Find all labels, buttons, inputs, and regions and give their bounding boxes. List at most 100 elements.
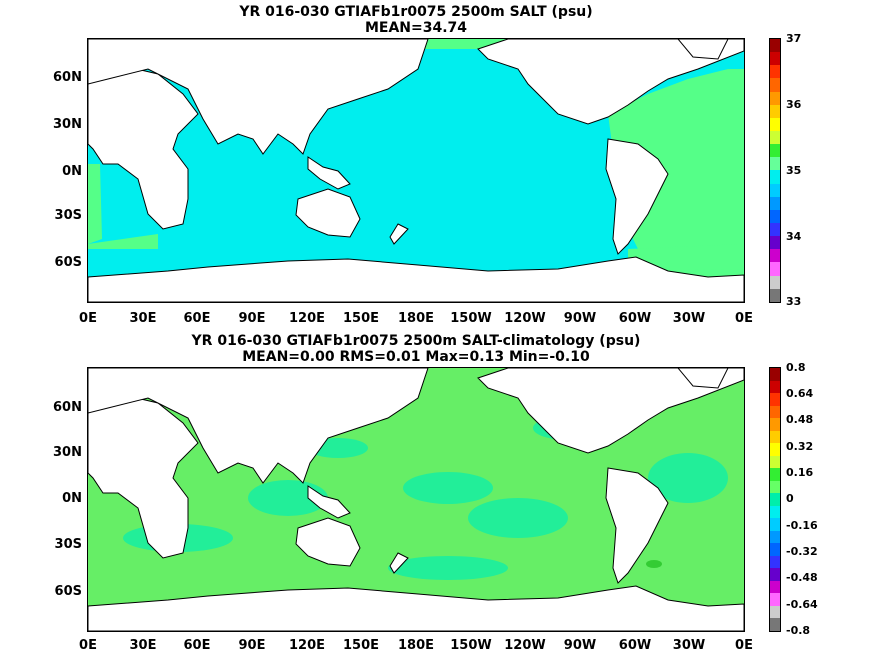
panel2-colorbar [769, 367, 781, 632]
panel2-lon-label: 60W [618, 638, 652, 653]
panel2-colorbar-label: 0.32 [786, 440, 814, 453]
colorbar-swatch [770, 380, 780, 394]
colorbar-swatch [770, 580, 780, 594]
panel2-lon-label: 90W [563, 638, 597, 653]
panel2-title-line1: YR 016-030 GTIAFb1r0075 2500m SALT-clima… [191, 333, 641, 349]
panel1-map-svg [88, 39, 744, 302]
colorbar-swatch [770, 236, 780, 250]
colorbar-swatch [770, 183, 780, 197]
panel2-colorbar-label: 0 [786, 492, 794, 505]
panel1-colorbar-label: 36 [786, 98, 802, 111]
panel1-lon-label: 120E [288, 311, 326, 326]
colorbar-swatch [770, 91, 780, 105]
panel1-map [87, 38, 745, 303]
colorbar-swatch [770, 430, 780, 444]
colorbar-swatch [770, 39, 780, 53]
colorbar-swatch [770, 480, 780, 494]
colorbar-swatch [770, 405, 780, 419]
panel1-colorbar [769, 38, 781, 303]
panel2-title-line2: MEAN=0.00 RMS=0.01 Max=0.13 Min=-0.10 [242, 349, 590, 365]
panel1-lon-label: 60E [183, 311, 211, 326]
panel2-colorbar-label: -0.16 [786, 519, 818, 532]
panel1-lat-label: 30N [53, 117, 82, 132]
colorbar-swatch [770, 455, 780, 469]
colorbar-swatch [770, 130, 780, 145]
colorbar-swatch [770, 368, 780, 381]
panel1-lon-label: 150E [342, 311, 380, 326]
panel2-lon-label: 120W [504, 638, 546, 653]
colorbar-swatch [770, 618, 780, 631]
panel1-lon-label: 90W [563, 311, 597, 326]
panel1-lon-label: 120W [504, 311, 546, 326]
panel1-lat-label: 60S [54, 255, 82, 270]
panel2-lon-label: 120E [288, 638, 326, 653]
colorbar-swatch [770, 288, 780, 302]
panel1-lon-label: 180E [397, 311, 435, 326]
panel2-map [87, 367, 745, 632]
panel1-lat-label: 0N [62, 164, 82, 179]
colorbar-swatch [770, 65, 780, 79]
panel2-colorbar-label: -0.32 [786, 545, 818, 558]
panel1-colorbar-label: 37 [786, 32, 802, 45]
colorbar-swatch [770, 144, 780, 158]
panel1-lon-label: 150W [450, 311, 492, 326]
panel2-colorbar-label: 0.8 [786, 361, 806, 374]
panel2-map-svg [88, 368, 744, 631]
panel2-lon-label: 0E [79, 638, 97, 653]
panel1-lat-label: 60N [53, 70, 82, 85]
panel2-lon-label: 90E [238, 638, 266, 653]
colorbar-swatch [770, 530, 780, 544]
colorbar-swatch [770, 393, 780, 406]
panel1-title-line2: MEAN=34.74 [364, 20, 468, 36]
colorbar-swatch [770, 275, 780, 289]
panel1-colorbar-label: 35 [786, 164, 802, 177]
colorbar-swatch [770, 443, 780, 456]
panel2-lon-label: 150E [342, 638, 380, 653]
colorbar-swatch [770, 505, 780, 519]
colorbar-swatch [770, 157, 780, 171]
colorbar-swatch [770, 262, 780, 276]
colorbar-swatch [770, 593, 780, 606]
panel2-lon-label: 30W [672, 638, 706, 653]
panel1-lon-label: 60W [618, 311, 652, 326]
colorbar-swatch [770, 543, 780, 556]
panel2-colorbar-label: -0.48 [786, 571, 818, 584]
panel2-colorbar-label: -0.64 [786, 598, 818, 611]
panel1-lon-label: 90E [238, 311, 266, 326]
panel2-lat-label: 30S [54, 537, 82, 552]
colorbar-swatch [770, 555, 780, 569]
panel2-colorbar-label: -0.8 [786, 624, 811, 637]
panel2-lat-label: 60S [54, 584, 82, 599]
colorbar-swatch [770, 52, 780, 66]
panel1-colorbar-label: 33 [786, 295, 802, 308]
panel2-colorbar-label: 0.64 [786, 387, 814, 400]
panel2-lon-label: 30E [129, 638, 157, 653]
panel2-lon-label: 180E [397, 638, 435, 653]
colorbar-swatch [770, 518, 780, 531]
panel2-lon-label: 0E [735, 638, 753, 653]
colorbar-swatch [770, 170, 780, 184]
panel1-lon-label: 30W [672, 311, 706, 326]
colorbar-swatch [770, 104, 780, 118]
panel2-lon-label: 60E [183, 638, 211, 653]
colorbar-swatch [770, 209, 780, 223]
colorbar-swatch [770, 568, 780, 581]
panel2-lat-label: 30N [53, 445, 82, 460]
colorbar-swatch [770, 249, 780, 263]
panel1-lon-label: 0E [735, 311, 753, 326]
panel2-lon-label: 150W [450, 638, 492, 653]
colorbar-swatch [770, 468, 780, 481]
panel1-lat-label: 30S [54, 208, 82, 223]
panel1-lon-label: 0E [79, 311, 97, 326]
colorbar-swatch [770, 418, 780, 431]
colorbar-swatch [770, 222, 780, 237]
colorbar-swatch [770, 605, 780, 619]
panel2-lat-label: 60N [53, 400, 82, 415]
colorbar-swatch [770, 78, 780, 92]
panel1-lon-label: 30E [129, 311, 157, 326]
colorbar-swatch [770, 196, 780, 210]
colorbar-swatch [770, 117, 780, 131]
panel1-title-line1: YR 016-030 GTIAFb1r0075 2500m SALT (psu) [239, 4, 593, 20]
panel2-lat-label: 0N [62, 491, 82, 506]
panel1-colorbar-label: 34 [786, 230, 802, 243]
